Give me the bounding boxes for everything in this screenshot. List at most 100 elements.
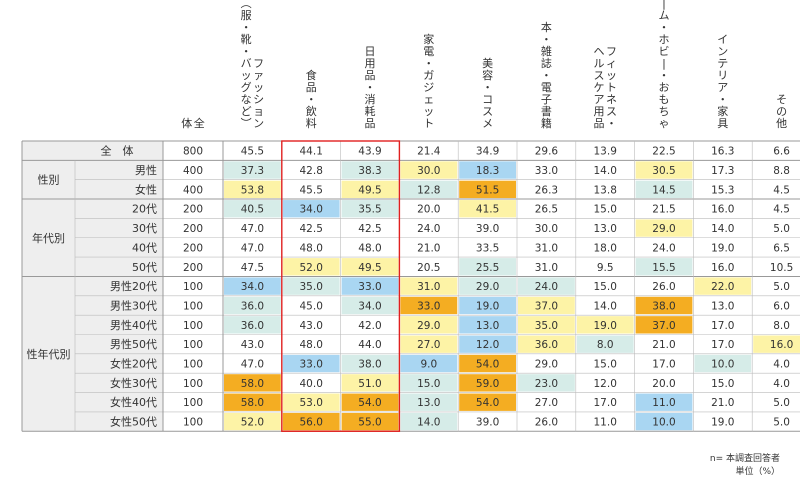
cell-highlight	[341, 258, 399, 276]
cell-highlight	[459, 354, 516, 373]
cell-value: 6.6	[773, 146, 790, 158]
column-header: 耗	[365, 105, 376, 118]
row-n: 100	[183, 359, 203, 371]
row-label: 30代	[132, 222, 157, 235]
cell-value: 36.0	[535, 339, 558, 351]
cell-highlight	[224, 412, 281, 431]
footnote-respondents: n= 本調査回答者	[709, 454, 780, 464]
column-header: ︶	[241, 117, 252, 130]
row-label-bg	[75, 199, 163, 219]
cell-value: 27.0	[535, 397, 558, 409]
row-label-bg	[75, 411, 163, 432]
cell-highlight	[400, 161, 458, 179]
cell-value: 39.0	[476, 417, 499, 429]
cell-value: 43.9	[358, 146, 381, 158]
cell-value: 45.0	[300, 300, 323, 312]
cell-value: 34.9	[476, 146, 499, 158]
column-header: ジ	[423, 81, 434, 94]
cell-value: 48.0	[300, 339, 323, 351]
cell-highlight	[224, 296, 281, 315]
cell-value: 4.0	[773, 359, 790, 371]
cell-value: 54.0	[358, 397, 381, 409]
cell-highlight	[635, 161, 693, 179]
cell-value: 47.0	[241, 242, 264, 254]
cell-highlight	[224, 277, 281, 295]
n-column-header: 体	[181, 116, 192, 130]
cell-value: 17.0	[594, 397, 617, 409]
row-label-bg	[75, 218, 163, 238]
cell-value: 51.0	[358, 378, 381, 390]
column-header: 品	[365, 117, 376, 130]
cell-value: 33.0	[358, 281, 381, 293]
cell-highlight	[282, 258, 340, 276]
cell-value: 5.0	[773, 397, 790, 409]
n-column-header: 全	[194, 116, 205, 130]
column-header: 食	[306, 68, 317, 82]
column-header: 服	[241, 9, 252, 22]
cell-value: 42.0	[358, 320, 381, 332]
row-label-bg	[75, 160, 163, 180]
cell-value: 54.0	[476, 397, 499, 409]
cell-value: 40.5	[241, 204, 264, 216]
column-header: 籍	[541, 116, 552, 130]
cell-value: 42.5	[358, 223, 381, 235]
column-header: 具	[717, 117, 728, 130]
cell-value: 16.3	[711, 146, 734, 158]
cell-value: 24.0	[535, 281, 558, 293]
cell-highlight	[341, 200, 399, 218]
column-header: 品	[593, 117, 604, 130]
cell-value: 12.0	[594, 378, 617, 390]
cell-value: 21.0	[417, 242, 440, 254]
cell-value: 17.3	[711, 165, 734, 177]
cell-value: 14.0	[417, 417, 440, 429]
cell-value: 53.8	[241, 184, 264, 196]
cell-value: 43.0	[300, 320, 323, 332]
cell-value: 33.0	[535, 165, 558, 177]
cell-value: 29.0	[417, 320, 440, 332]
cell-highlight	[694, 354, 752, 373]
row-n: 200	[183, 242, 203, 254]
footnote-unit: 単位（%）	[735, 467, 780, 477]
column-header: ・	[659, 21, 670, 34]
cell-value: 26.0	[535, 417, 558, 429]
column-header: ア	[593, 93, 604, 106]
column-header: 他	[776, 117, 787, 130]
row-label-bg	[75, 373, 163, 393]
row-n: 200	[183, 262, 203, 274]
group-label: 性別	[38, 173, 60, 187]
cell-value: 42.8	[300, 165, 323, 177]
cell-highlight	[341, 277, 399, 295]
column-header: リ	[717, 69, 728, 82]
cell-highlight	[400, 354, 458, 373]
cell-value: 14.0	[594, 300, 617, 312]
column-header: ・	[241, 45, 252, 58]
column-header: 美	[482, 57, 493, 70]
cell-value: 5.0	[773, 281, 790, 293]
column-header: な	[241, 93, 252, 106]
column-header: ッ	[241, 69, 252, 82]
cell-highlight	[341, 161, 399, 179]
cell-value: 9.5	[597, 262, 614, 274]
row-n: 200	[183, 223, 203, 235]
cell-highlight	[576, 316, 634, 334]
cell-value: 38.3	[358, 165, 381, 177]
cell-value: 17.0	[652, 359, 675, 371]
column-header: 飲	[306, 104, 317, 118]
row-label-bg	[75, 353, 163, 374]
cell-highlight	[400, 277, 458, 295]
column-header: コ	[482, 93, 493, 106]
row-label: 20代	[132, 203, 157, 216]
cell-value: 11.0	[652, 397, 675, 409]
cell-value: 48.0	[300, 242, 323, 254]
cell-value: 16.0	[711, 262, 734, 274]
cell-value: 8.0	[597, 339, 614, 351]
cell-value: 34.0	[358, 300, 381, 312]
cell-value: 31.0	[417, 281, 440, 293]
cell-value: 52.0	[241, 417, 264, 429]
row-n: 200	[183, 204, 203, 216]
cell-value: 33.5	[476, 242, 499, 254]
cell-value: 42.5	[300, 223, 323, 235]
cell-value: 26.3	[535, 184, 558, 196]
cell-highlight	[518, 374, 575, 392]
cell-value: 35.5	[358, 204, 381, 216]
